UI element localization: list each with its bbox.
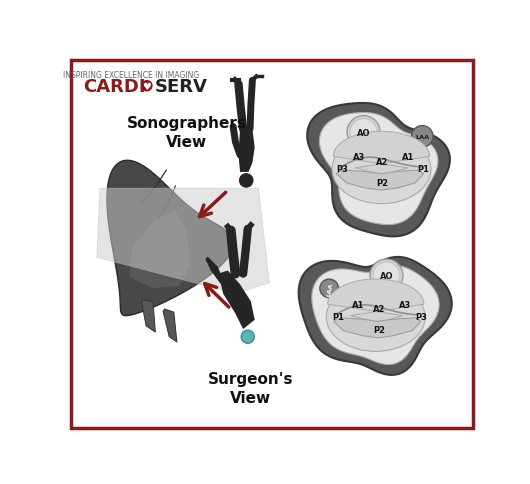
Polygon shape [328, 279, 424, 323]
Text: SERV: SERV [155, 77, 207, 95]
Polygon shape [299, 257, 452, 375]
Polygon shape [107, 161, 234, 316]
Text: A3: A3 [399, 300, 411, 309]
Circle shape [141, 81, 153, 92]
Polygon shape [142, 300, 155, 333]
Text: P3: P3 [336, 165, 348, 174]
Circle shape [239, 174, 253, 188]
Circle shape [373, 262, 400, 289]
Text: LAA: LAA [415, 135, 429, 139]
Circle shape [347, 116, 380, 149]
Polygon shape [238, 125, 255, 173]
Text: ♥: ♥ [143, 81, 151, 91]
Text: A3: A3 [353, 152, 365, 162]
Text: AO: AO [357, 128, 370, 137]
Text: A1: A1 [351, 300, 364, 309]
Text: P1: P1 [418, 165, 430, 174]
Circle shape [370, 259, 403, 292]
Text: Sonographers
View: Sonographers View [127, 116, 247, 150]
Circle shape [241, 331, 254, 344]
Text: P1: P1 [332, 312, 344, 321]
Text: P3: P3 [415, 312, 427, 321]
Polygon shape [337, 171, 423, 191]
Circle shape [320, 279, 339, 298]
Circle shape [350, 119, 377, 146]
Polygon shape [163, 309, 177, 342]
Polygon shape [206, 257, 229, 294]
Circle shape [411, 126, 433, 148]
Text: CARDI: CARDI [83, 77, 145, 95]
Polygon shape [312, 266, 439, 365]
Polygon shape [97, 189, 269, 294]
Text: A1: A1 [402, 152, 414, 162]
Polygon shape [129, 212, 191, 288]
Text: Surgeon's
View: Surgeon's View [208, 372, 294, 405]
Ellipse shape [332, 136, 431, 204]
Polygon shape [333, 132, 430, 176]
Text: P2: P2 [376, 178, 388, 187]
Text: INSPIRING EXCELLENCE IN IMAGING: INSPIRING EXCELLENCE IN IMAGING [63, 71, 199, 80]
Text: AO: AO [379, 272, 393, 280]
Polygon shape [333, 318, 421, 338]
Polygon shape [320, 113, 438, 225]
Polygon shape [218, 271, 255, 329]
Polygon shape [307, 104, 450, 237]
Text: P2: P2 [373, 326, 385, 335]
FancyBboxPatch shape [70, 61, 473, 428]
Ellipse shape [326, 283, 425, 352]
Text: LAA: LAA [326, 281, 333, 296]
Text: A2: A2 [373, 304, 385, 313]
Text: A2: A2 [376, 158, 388, 166]
